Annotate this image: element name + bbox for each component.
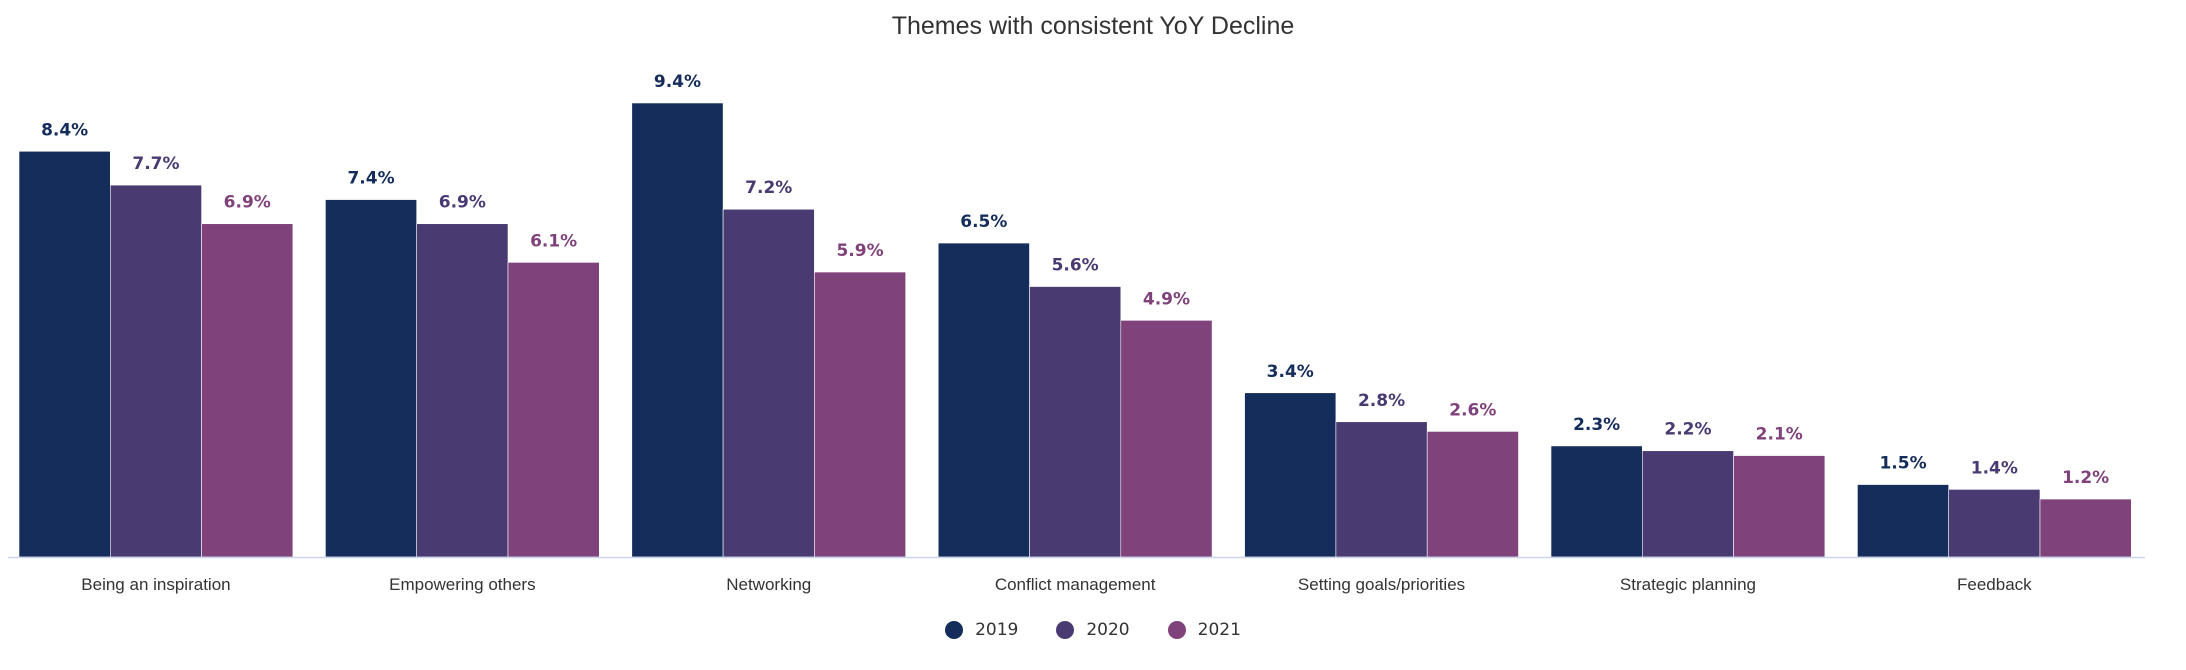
- data-label: 6.1%: [530, 231, 577, 251]
- data-label: 2.6%: [1449, 400, 1496, 420]
- x-tick-label: Feedback: [1957, 575, 2032, 594]
- bar-2020-4[interactable]: [1335, 421, 1428, 558]
- data-label: 6.9%: [439, 193, 486, 213]
- bar-2021-4[interactable]: [1426, 431, 1519, 558]
- bar-2021-3[interactable]: [1120, 320, 1213, 558]
- data-label: 1.5%: [1879, 454, 1926, 474]
- bar-2020-3[interactable]: [1029, 286, 1122, 558]
- legend-dot-icon: [1167, 621, 1186, 639]
- bar-2019-2[interactable]: [631, 102, 724, 558]
- legend: 2019 2020 2021: [0, 620, 2186, 640]
- data-label: 2.2%: [1664, 420, 1711, 440]
- data-label: 9.4%: [654, 72, 701, 92]
- bar-2020-5[interactable]: [1642, 450, 1734, 558]
- bar-2021-2[interactable]: [814, 271, 907, 558]
- legend-item-2020[interactable]: 2020: [1056, 620, 1130, 640]
- bar-2020-6[interactable]: [1948, 489, 2041, 558]
- bar-2019-3[interactable]: [937, 242, 1030, 558]
- x-tick-label: Conflict management: [995, 575, 1156, 594]
- legend-item-2019[interactable]: 2019: [945, 620, 1018, 640]
- bar-2021-5[interactable]: [1733, 455, 1826, 558]
- data-label: 1.2%: [2062, 468, 2109, 488]
- legend-label: 2019: [975, 620, 1019, 640]
- data-label: 2.3%: [1573, 415, 1620, 435]
- data-label: 7.7%: [132, 154, 179, 174]
- legend-dot-icon: [945, 621, 964, 639]
- legend-dot-icon: [1056, 621, 1075, 639]
- data-label: 8.4%: [41, 120, 88, 140]
- bar-2020-1[interactable]: [416, 223, 509, 558]
- x-tick-label: Being an inspiration: [81, 575, 230, 594]
- bar-2020-0[interactable]: [110, 184, 202, 558]
- data-label: 4.9%: [1143, 289, 1190, 309]
- data-label: 7.4%: [347, 169, 394, 189]
- legend-label: 2020: [1086, 620, 1130, 640]
- data-label: 7.2%: [745, 178, 792, 198]
- data-label: 5.6%: [1052, 256, 1099, 276]
- chart-title: Themes with consistent YoY Decline: [891, 12, 1295, 40]
- data-label: 2.8%: [1358, 391, 1405, 411]
- bar-2019-4[interactable]: [1244, 392, 1337, 558]
- x-tick-label: Strategic planning: [1620, 575, 1756, 594]
- data-label: 5.9%: [836, 241, 883, 261]
- x-tick-label: Setting goals/priorities: [1298, 575, 1465, 594]
- x-tick-label: Networking: [726, 575, 811, 594]
- data-label: 6.9%: [224, 193, 271, 213]
- data-label: 1.4%: [1971, 458, 2018, 478]
- data-label: 2.1%: [1756, 425, 1803, 445]
- legend-label: 2021: [1197, 620, 1241, 640]
- bar-2019-5[interactable]: [1550, 445, 1643, 558]
- bar-2020-2[interactable]: [722, 208, 815, 558]
- data-label: 6.5%: [960, 212, 1007, 232]
- bar-2019-0[interactable]: [18, 150, 111, 558]
- bar-2021-0[interactable]: [201, 223, 294, 558]
- bar-2019-6[interactable]: [1857, 484, 1950, 558]
- bar-2021-1[interactable]: [507, 262, 600, 558]
- legend-item-2021[interactable]: 2021: [1167, 620, 1241, 640]
- bar-2019-1[interactable]: [325, 199, 417, 558]
- x-tick-label: Empowering others: [389, 575, 535, 594]
- bar-2021-6[interactable]: [2039, 498, 2132, 558]
- data-label: 3.4%: [1267, 362, 1314, 382]
